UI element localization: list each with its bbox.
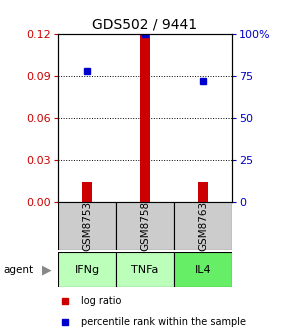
Text: TNFa: TNFa xyxy=(131,265,159,275)
Bar xyxy=(116,252,174,287)
Bar xyxy=(116,202,174,250)
Text: IL4: IL4 xyxy=(195,265,211,275)
Text: GSM8763: GSM8763 xyxy=(198,201,208,251)
Bar xyxy=(58,202,116,250)
Bar xyxy=(82,182,92,202)
Text: ▶: ▶ xyxy=(42,263,52,276)
Bar xyxy=(140,35,150,202)
Bar xyxy=(174,202,232,250)
Text: IFNg: IFNg xyxy=(75,265,99,275)
Text: percentile rank within the sample: percentile rank within the sample xyxy=(81,317,246,327)
Title: GDS502 / 9441: GDS502 / 9441 xyxy=(93,17,197,31)
Text: GSM8758: GSM8758 xyxy=(140,201,150,251)
Text: GSM8753: GSM8753 xyxy=(82,201,92,251)
Bar xyxy=(174,252,232,287)
Bar xyxy=(58,252,116,287)
Text: agent: agent xyxy=(3,265,33,275)
Bar xyxy=(198,182,208,202)
Text: log ratio: log ratio xyxy=(81,296,122,306)
